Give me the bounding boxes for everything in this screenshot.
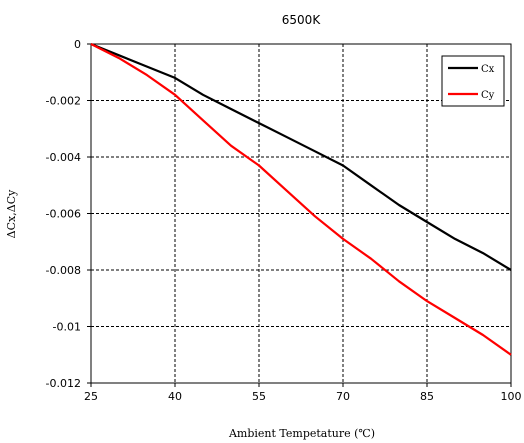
legend-label-cx: Cx: [481, 64, 495, 75]
series-line-cx: [90, 42, 512, 271]
x-axis-label: Ambient Tempetature (℃): [228, 427, 375, 440]
chart-title: 6500K: [282, 13, 322, 27]
y-tick-label: -0.008: [46, 264, 81, 277]
y-tick-label: -0.01: [53, 321, 81, 334]
x-tick-label: 85: [420, 390, 434, 403]
y-tick-label: -0.004: [46, 151, 81, 164]
x-tick-label: 25: [84, 390, 98, 403]
grid: [91, 44, 511, 383]
legend: Cx Cy: [441, 55, 505, 107]
series-line-cy: [90, 43, 512, 356]
y-tick-label: 0: [74, 38, 81, 51]
x-tick-label: 100: [501, 390, 522, 403]
x-tick-label: 55: [252, 390, 266, 403]
y-tick-label: -0.002: [46, 95, 81, 108]
x-tick-label: 40: [168, 390, 182, 403]
x-axis: 25 40 55 70 85 100: [84, 383, 522, 403]
legend-box: [441, 55, 505, 107]
y-tick-label: -0.006: [46, 208, 81, 221]
y-axis: 0 -0.002 -0.004 -0.006 -0.008 -0.01 -0.012: [46, 38, 91, 390]
x-tick-label: 70: [336, 390, 350, 403]
legend-label-cy: Cy: [481, 90, 495, 101]
y-axis-label: ΔCx,ΔCy: [5, 189, 18, 238]
series-lines: [90, 42, 512, 356]
y-tick-label: -0.012: [46, 377, 81, 390]
